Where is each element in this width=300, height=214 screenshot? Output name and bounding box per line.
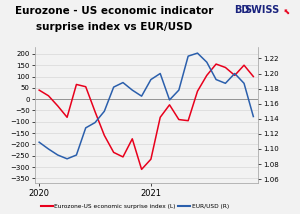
Text: BD: BD: [234, 5, 249, 15]
Text: surprise index vs EUR/USD: surprise index vs EUR/USD: [36, 22, 192, 33]
Text: SWISS: SWISS: [244, 5, 280, 15]
Legend: Eurozone-US economic surprise index (L), EUR/USD (R): Eurozone-US economic surprise index (L),…: [39, 201, 231, 211]
Text: ⬆: ⬆: [281, 5, 292, 16]
Text: Eurozone - US economic indicator: Eurozone - US economic indicator: [15, 6, 213, 16]
